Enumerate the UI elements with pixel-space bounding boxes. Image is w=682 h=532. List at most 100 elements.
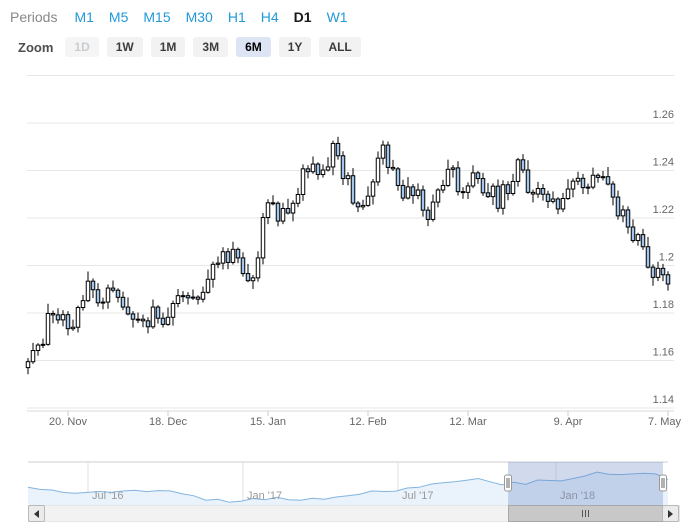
candle-down (340, 155, 346, 180)
candle-down (615, 196, 621, 217)
scrollbar[interactable] (0, 505, 682, 522)
zoom-button-all[interactable]: ALL (319, 37, 361, 57)
candle-down (305, 168, 311, 173)
candle-down (395, 168, 401, 186)
candle-down (110, 287, 116, 291)
candle-up (560, 198, 566, 210)
candle-down (645, 246, 651, 268)
period-item-m5[interactable]: M5 (108, 9, 129, 25)
x-axis-label: 15. Jan (250, 416, 286, 428)
candle-down (420, 189, 426, 211)
candle-up (635, 234, 641, 242)
candle-up (325, 166, 331, 171)
candle-down (235, 248, 241, 259)
candle-up (565, 188, 571, 200)
candle-up (45, 312, 51, 345)
scrollbar-thumb[interactable] (508, 505, 663, 522)
candle-up (60, 314, 66, 321)
navigator-handle-right[interactable] (659, 474, 667, 492)
right-arrow-icon (668, 509, 673, 518)
candle-up (85, 280, 91, 302)
period-item-m30[interactable]: M30 (185, 9, 213, 25)
left-arrow-icon (34, 509, 39, 518)
period-item-m1[interactable]: M1 (74, 9, 94, 25)
candle-up (405, 186, 411, 199)
navigator-mask[interactable] (508, 462, 663, 505)
y-axis-label: 1.24 (653, 157, 674, 169)
candle-up (70, 326, 76, 330)
candle-up (470, 172, 476, 187)
candle-up (465, 185, 471, 193)
candle-down (350, 175, 356, 204)
candle-up (320, 169, 326, 176)
candle-up (365, 195, 371, 206)
candle-down (410, 186, 416, 196)
candle-up (550, 198, 556, 202)
candle-up (375, 157, 381, 183)
candle-up (290, 202, 296, 214)
navigator-label: Jan '17 (247, 490, 282, 502)
candle-down (145, 320, 151, 328)
x-axis-label: 18. Dec (149, 416, 187, 428)
navigator-handle-left[interactable] (504, 474, 512, 492)
candle-down (625, 209, 631, 228)
candle-up (445, 168, 451, 186)
candle-down (520, 159, 526, 171)
period-item-w1[interactable]: W1 (326, 9, 348, 25)
candle-down (285, 208, 291, 214)
candle-up (150, 306, 156, 328)
candle-down (335, 142, 341, 157)
zoom-button-3m[interactable]: 3M (193, 37, 229, 57)
navigator-label: Jul '16 (92, 490, 123, 502)
zoom-button-6m[interactable]: 6M (236, 37, 271, 57)
zoom-button-1w[interactable]: 1W (106, 37, 143, 57)
candle-up (515, 159, 521, 182)
zoom-bar: Zoom 1D 1W 1M 3M 6M 1Y ALL (18, 36, 361, 58)
candle-down (460, 191, 466, 194)
candlestick-chart[interactable]: 1.26 1.24 1.22 1.2 1.18 1.16 1.14 20. Nov 18. De… (0, 58, 682, 438)
period-item-h4[interactable]: H4 (260, 9, 279, 25)
y-axis-label: 1.14 (653, 394, 674, 406)
zoom-button-1y[interactable]: 1Y (278, 37, 312, 57)
y-axis-label: 1.2 (659, 252, 674, 264)
candle-up (280, 208, 286, 222)
candle-down (660, 267, 666, 276)
navigator-chart[interactable]: Jul '16 Jan '17 Jul '17 Jan '18 (0, 452, 682, 505)
period-item-d1[interactable]: D1 (293, 9, 312, 25)
candle-up (210, 263, 216, 280)
candle-down (50, 312, 56, 316)
candle-down (55, 314, 61, 321)
navigator-label: Jan '18 (560, 490, 595, 502)
candle-down (580, 177, 586, 189)
candle-down (315, 163, 321, 176)
candle-up (230, 248, 236, 263)
candle-up (585, 186, 591, 189)
candle-down (225, 251, 231, 263)
candle-down (525, 169, 531, 193)
candle-down (90, 280, 96, 291)
period-item-m15[interactable]: M15 (143, 9, 171, 25)
candle-up (330, 142, 336, 168)
candle-up (415, 189, 421, 196)
candle-up (200, 291, 206, 300)
candle-down (95, 289, 101, 304)
candle-down (555, 198, 561, 210)
candle-up (575, 177, 581, 182)
zoom-button-1m[interactable]: 1M (150, 37, 186, 57)
y-axis-label: 1.26 (653, 109, 674, 121)
scroll-right-button[interactable] (662, 505, 679, 522)
candle-up (500, 184, 506, 209)
candle-down (650, 266, 656, 278)
navigator-label: Jul '17 (402, 490, 433, 502)
candle-up (255, 257, 261, 279)
candle-down (400, 184, 406, 199)
candle-up (165, 316, 171, 325)
candle-up (105, 287, 111, 303)
candle-down (195, 296, 201, 300)
candle-down (545, 193, 551, 202)
candle-up (490, 185, 496, 198)
x-axis-label: 9. Apr (554, 416, 583, 428)
period-item-h1[interactable]: H1 (227, 9, 246, 25)
scroll-left-button[interactable] (28, 505, 45, 522)
candle-down (115, 289, 121, 298)
